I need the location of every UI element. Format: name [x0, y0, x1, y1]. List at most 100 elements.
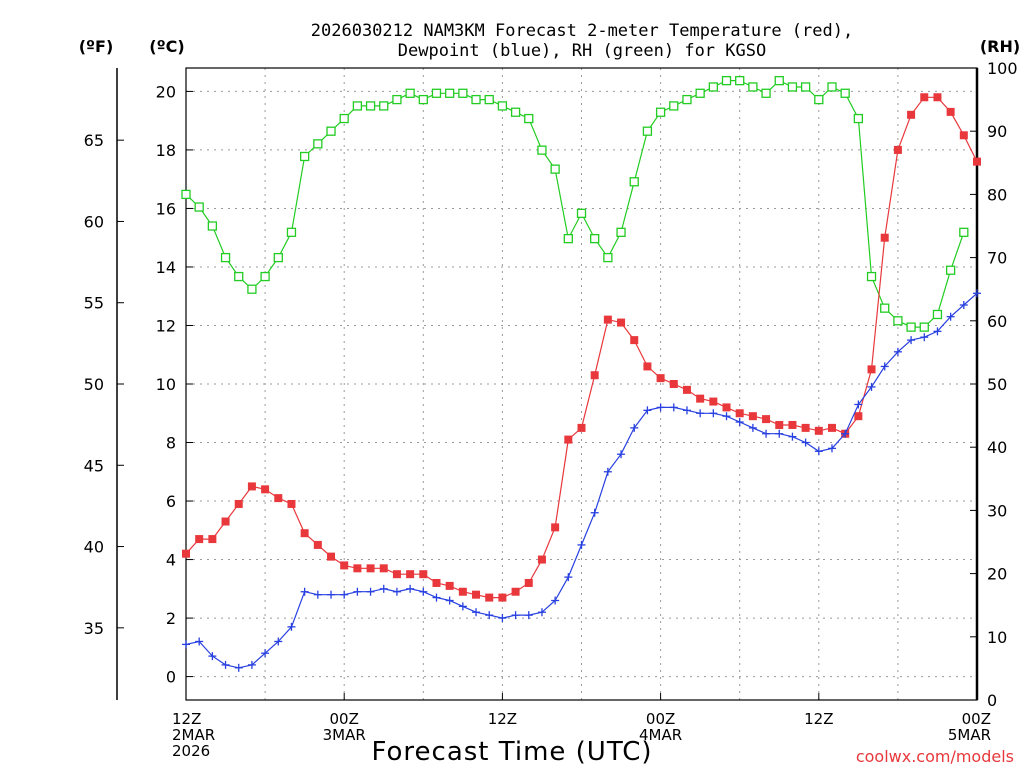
dewpoint-point	[959, 301, 968, 309]
rh-point	[524, 113, 534, 124]
dewpoint-point	[630, 423, 639, 432]
x-tick-label: 12Z	[172, 710, 201, 728]
temperature-line	[185, 96, 978, 599]
dewpoint-point	[353, 587, 362, 596]
dewpoint-point	[537, 608, 546, 617]
temperature-point	[775, 420, 784, 429]
dewpoint-point	[617, 450, 626, 459]
rh-point	[365, 101, 376, 111]
rh-point	[550, 164, 560, 174]
temperature-point	[801, 423, 810, 432]
celsius-unit-label: (ºC)	[149, 37, 184, 56]
rh-point	[761, 88, 771, 98]
temperature-point	[274, 494, 283, 503]
temperature-point	[537, 555, 546, 564]
dewpoint-point	[722, 412, 731, 421]
dewpoint-point	[880, 362, 889, 371]
axes	[116, 67, 979, 701]
rh-point	[418, 94, 428, 105]
dewpoint-point	[709, 409, 718, 418]
temperature-point	[353, 564, 362, 573]
x-tick-label: 12Z	[804, 710, 833, 728]
x-tick-label: 4MAR	[639, 726, 682, 744]
rh-point	[629, 177, 639, 187]
rh-point	[906, 322, 916, 332]
dewpoint-point	[498, 614, 507, 623]
dewpoint-point	[590, 508, 599, 517]
temperature-point	[366, 564, 375, 573]
rh-point	[919, 322, 929, 332]
dewpoint-point	[261, 649, 270, 658]
rh-point	[840, 88, 850, 98]
temperature-point	[814, 426, 823, 435]
rh-point	[814, 94, 824, 105]
dewpoint-point	[603, 467, 612, 476]
rh-point	[642, 126, 653, 136]
temperature-point	[827, 423, 836, 432]
x-tick-label: 2MAR	[172, 726, 215, 744]
temperature-point	[630, 336, 639, 345]
rh-point	[458, 88, 468, 98]
dewpoint-point	[300, 587, 309, 596]
rh-point	[510, 107, 521, 117]
dewpoint-point	[788, 432, 797, 441]
rh-point	[247, 284, 257, 294]
dewpoint-point	[973, 289, 981, 298]
temperature-point	[788, 420, 797, 429]
rh-point	[497, 101, 508, 111]
dewpoint-point	[524, 611, 533, 620]
rh-point	[326, 126, 336, 136]
dewpoint-point	[669, 403, 678, 412]
rh-tick-label: 20	[987, 565, 1007, 584]
temperature-point	[485, 593, 494, 602]
rh-point	[194, 202, 204, 212]
rh-tick-label: 70	[987, 249, 1007, 268]
celsius-tick-label: 18	[156, 141, 176, 160]
temperature-point	[221, 517, 230, 526]
dewpoint-point	[406, 584, 415, 593]
rh-tick-label: 90	[987, 122, 1007, 141]
dewpoint-point	[221, 660, 230, 669]
rh-point	[273, 252, 283, 263]
x-tick-label: 00Z	[330, 710, 359, 728]
chart-title-line2: Dewpoint (blue), RH (green) for KGSO	[398, 41, 766, 61]
watermark-text: coolwx.com/models	[856, 747, 1014, 766]
temperature-point	[590, 371, 599, 380]
rh-point	[682, 94, 692, 105]
temperature-point	[709, 397, 718, 406]
dewpoint-point	[748, 423, 757, 432]
temperature-point	[261, 485, 270, 494]
rh-point	[590, 233, 600, 244]
rh-unit-label: (RH)	[980, 37, 1020, 56]
rh-tick-label: 100	[987, 59, 1018, 78]
celsius-tick-label: 16	[156, 199, 176, 218]
rh-tick-label: 40	[987, 438, 1007, 457]
dewpoint-point	[511, 611, 520, 620]
rh-point	[853, 113, 863, 124]
dewpoint-point	[893, 347, 902, 356]
rh-point	[313, 139, 323, 149]
rh-point	[827, 82, 837, 92]
dewpoint-point	[827, 444, 836, 453]
dewpoint-point	[287, 622, 296, 631]
dewpoint-point	[195, 637, 204, 646]
dewpoint-point	[920, 333, 929, 342]
rh-point	[576, 208, 587, 219]
dewpoint-point	[274, 637, 283, 646]
fahrenheit-unit-label: (ºF)	[79, 37, 114, 56]
celsius-tick-label: 14	[156, 258, 176, 277]
dewpoint-point	[313, 590, 322, 599]
x-tick-label: 3MAR	[323, 726, 366, 744]
temperature-point	[498, 593, 507, 602]
rh-point	[959, 227, 969, 237]
dewpoint-point	[854, 400, 863, 409]
rh-point	[866, 271, 877, 282]
temperature-point	[603, 315, 612, 324]
dewpoint-point	[762, 429, 771, 438]
dewpoint-point	[564, 573, 573, 582]
temperature-point	[682, 385, 691, 394]
temperature-point	[920, 93, 929, 102]
rh-point	[774, 75, 784, 86]
temperature-point	[195, 535, 204, 544]
rh-point	[735, 75, 745, 86]
